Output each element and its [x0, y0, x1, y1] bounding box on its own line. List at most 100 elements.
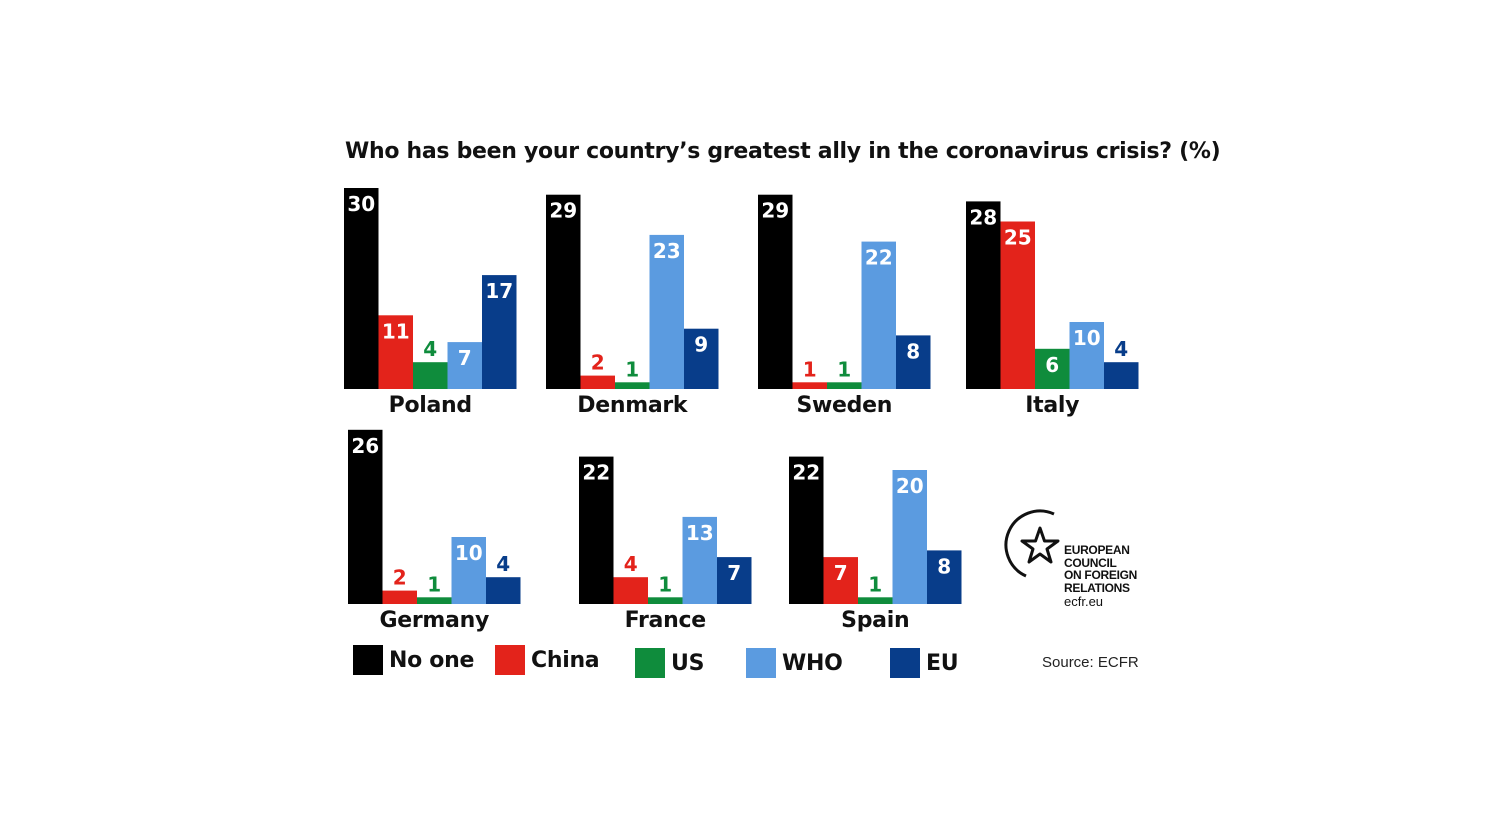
panel-spain: 22 7 1 20 8 — [789, 456, 962, 604]
value-label-italy-china: 25 — [1004, 226, 1032, 250]
bar-poland-china — [378, 315, 413, 389]
bar-denmark-eu — [684, 328, 719, 389]
bar-poland-who — [447, 342, 482, 389]
value-label-sweden-no-one: 29 — [761, 199, 789, 223]
bar-denmark-china — [580, 375, 615, 389]
value-label-poland-us: 4 — [423, 337, 437, 361]
value-label-france-eu: 7 — [727, 561, 741, 585]
bar-france-us — [648, 597, 683, 604]
bar-germany-us — [417, 597, 452, 604]
ecfr-star-icon — [1004, 509, 1060, 578]
value-label-poland-china: 11 — [382, 319, 410, 343]
value-label-italy-who: 10 — [1073, 326, 1101, 350]
value-label-spain-us: 1 — [868, 572, 882, 596]
logo-text: EUROPEAN COUNCIL ON FOREIGN RELATIONS — [1064, 543, 1138, 595]
value-label-denmark-eu: 9 — [694, 333, 708, 357]
value-label-france-no-one: 22 — [582, 461, 610, 485]
value-label-france-us: 1 — [658, 572, 672, 596]
country-label-france: France — [624, 608, 706, 633]
legend-item-who: WHO — [746, 648, 843, 678]
legend-label: No one — [389, 647, 475, 673]
bar-spain-no-one — [789, 456, 824, 604]
bar-sweden-no-one — [758, 194, 793, 389]
value-label-germany-china: 2 — [393, 566, 407, 590]
panel-denmark: 29 2 1 23 9 — [546, 194, 719, 389]
country-label-denmark: Denmark — [577, 393, 688, 418]
value-label-italy-eu: 4 — [1114, 337, 1128, 361]
legend-swatch — [746, 648, 776, 678]
country-label-poland: Poland — [388, 393, 473, 418]
value-label-denmark-who: 23 — [653, 239, 681, 263]
value-label-spain-china: 7 — [834, 561, 848, 585]
panel-sweden: 29 1 1 22 8 — [758, 194, 931, 389]
value-label-sweden-eu: 8 — [906, 339, 920, 363]
value-label-france-china: 4 — [624, 552, 638, 576]
value-label-sweden-who: 22 — [865, 246, 893, 270]
legend-swatch — [353, 645, 383, 675]
legend-swatch — [495, 645, 525, 675]
value-label-sweden-us: 1 — [837, 357, 851, 381]
chart-title: Who has been your country’s greatest all… — [345, 139, 1221, 164]
bar-denmark-us — [615, 382, 650, 389]
bar-germany-china — [382, 590, 417, 604]
bar-italy-eu — [1104, 362, 1139, 389]
panel-france: 22 41 13 7 — [579, 456, 752, 604]
value-label-denmark-us: 1 — [625, 357, 639, 381]
value-label-denmark-no-one: 29 — [549, 199, 577, 223]
bar-italy-who — [1069, 322, 1104, 389]
legend-item-eu: EU — [890, 648, 959, 678]
bar-italy-china — [1000, 221, 1035, 389]
value-label-denmark-china: 2 — [591, 351, 605, 375]
bar-sweden-who — [861, 241, 896, 389]
value-label-poland-who: 7 — [458, 346, 472, 370]
panel-germany: 26 2 1 10 4 — [348, 429, 521, 604]
legend-item-no-one: No one — [353, 645, 474, 675]
value-label-poland-no-one: 30 — [347, 192, 375, 216]
legend-label: China — [531, 647, 600, 673]
bar-france-china — [613, 577, 648, 604]
country-label-spain: Spain — [841, 608, 910, 633]
value-label-poland-eu: 17 — [485, 279, 513, 303]
bar-france-eu — [717, 557, 752, 604]
country-label-italy: Italy — [1025, 393, 1080, 418]
bar-spain-china — [823, 557, 858, 604]
legend-swatch — [890, 648, 920, 678]
panel-italy: 28 25 6 10 4 — [966, 201, 1139, 389]
bar-denmark-who — [649, 234, 684, 389]
value-label-spain-who: 20 — [896, 474, 924, 498]
bar-poland-no-one — [344, 188, 379, 389]
bar-italy-no-one — [966, 201, 1001, 389]
bar-spain-us — [858, 597, 893, 604]
bar-germany-who — [451, 537, 486, 604]
value-label-italy-us: 6 — [1045, 353, 1059, 377]
value-label-sweden-china: 1 — [803, 357, 817, 381]
panel-poland: 30 11 4 7 17 — [344, 188, 517, 389]
bar-france-no-one — [579, 456, 614, 604]
logo-url: ecfr.eu — [1064, 594, 1104, 609]
legend-item-us: US — [635, 648, 704, 678]
value-label-germany-eu: 4 — [496, 552, 510, 576]
bar-sweden-eu — [896, 335, 931, 389]
legend-label: WHO — [782, 650, 843, 676]
bar-sweden-china — [792, 382, 827, 389]
bar-italy-us — [1035, 348, 1070, 389]
value-label-germany-us: 1 — [427, 572, 441, 596]
value-label-france-who: 13 — [686, 521, 714, 545]
value-label-italy-no-one: 28 — [969, 205, 997, 229]
value-label-germany-no-one: 26 — [351, 434, 379, 458]
legend-label: US — [671, 650, 705, 676]
ecfr-logo: EUROPEAN COUNCIL ON FOREIGN RELATIONS ec… — [988, 498, 1148, 610]
bar-denmark-no-one — [546, 194, 581, 389]
legend-item-china: China — [495, 645, 600, 675]
bar-spain-who — [892, 470, 927, 604]
country-label-sweden: Sweden — [796, 393, 893, 418]
bar-sweden-us — [827, 382, 862, 389]
value-label-spain-no-one: 22 — [792, 461, 820, 485]
bar-poland-us — [413, 362, 448, 389]
value-label-germany-who: 10 — [455, 541, 483, 565]
bar-germany-no-one — [348, 429, 383, 604]
legend-label: EU — [926, 650, 959, 676]
value-label-spain-eu: 8 — [937, 554, 951, 578]
bar-germany-eu — [486, 577, 521, 604]
